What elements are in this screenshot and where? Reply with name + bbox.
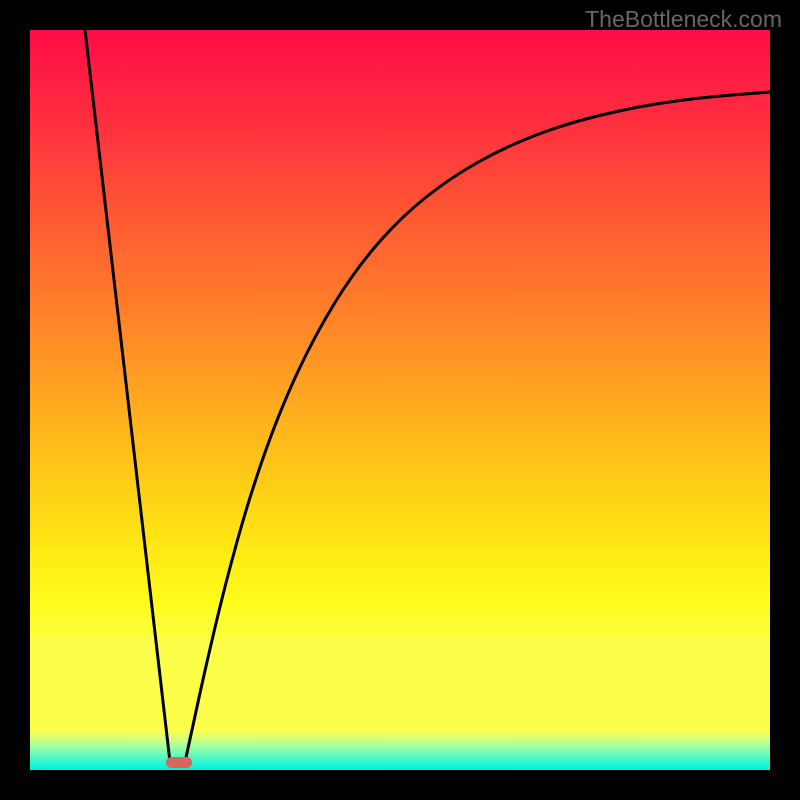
bottleneck-curve <box>30 30 770 770</box>
plot-area <box>30 30 770 770</box>
optimal-marker <box>166 757 192 768</box>
watermark-text: TheBottleneck.com <box>585 6 782 33</box>
